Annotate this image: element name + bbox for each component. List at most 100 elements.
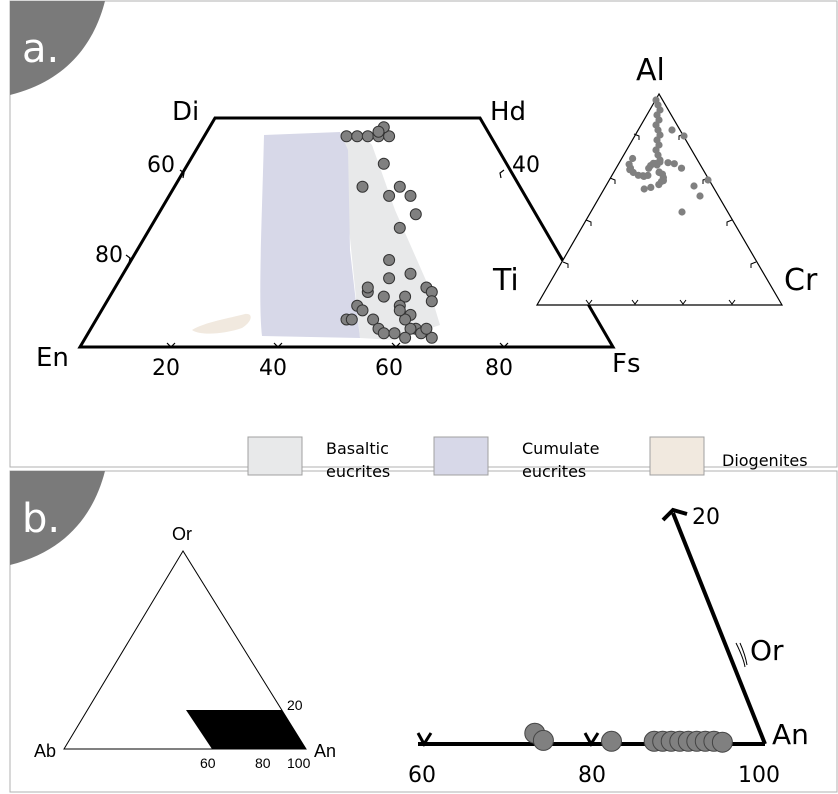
corner-label-fs: Fs [612, 349, 641, 379]
data-point [399, 290, 412, 303]
legend-swatch-diogenites [649, 436, 705, 476]
tick-mark [631, 299, 639, 305]
tick-label-an-100: 100 [287, 755, 311, 771]
legend-label-basaltic-2: eucrites [326, 462, 390, 481]
data-point [372, 125, 385, 138]
data-point [356, 180, 369, 193]
data-point [704, 176, 712, 184]
tick-mark [179, 169, 185, 179]
corner-label-cr: Cr [784, 263, 818, 298]
panel-a-tab [10, 1, 105, 95]
legend-label-basaltic-1: Basaltic [326, 439, 389, 458]
quad-data-points [340, 121, 438, 344]
diogenite-field [192, 313, 251, 334]
data-point [425, 295, 438, 308]
panel-b-frame [9, 470, 838, 793]
tick-mark [562, 261, 569, 268]
data-point [657, 177, 666, 186]
data-point [664, 159, 672, 167]
al-ti-cr-ternary: Al Ti Cr [492, 53, 818, 306]
legend-label-cumulate-1: Cumulate [522, 439, 599, 458]
corner-label-en: En [36, 343, 69, 373]
data-point [383, 130, 396, 143]
data-point [388, 327, 401, 340]
data-point [532, 729, 554, 751]
legend: Basaltic eucrites Cumulate eucrites Diog… [247, 436, 808, 481]
x-tick-label-80: 80 [578, 763, 606, 788]
corner-label-an: An [314, 741, 336, 761]
data-point [404, 267, 417, 280]
data-point [340, 130, 353, 143]
legend-label-cumulate-2: eucrites [522, 462, 586, 481]
tick-label-bottom-60: 60 [375, 356, 403, 381]
panel-a-frame [9, 0, 838, 468]
tick-mark [583, 732, 600, 747]
data-point [629, 154, 637, 163]
ternary-ticks [562, 133, 757, 305]
data-point [361, 281, 374, 294]
axis-tick-label-20: 20 [692, 505, 720, 530]
data-point [393, 304, 406, 317]
data-point [377, 327, 390, 340]
data-point [677, 164, 686, 172]
tick-mark [585, 299, 593, 305]
tick-label-bottom-40: 40 [259, 356, 287, 381]
al-ti-cr-triangle [535, 92, 784, 306]
data-point [680, 132, 688, 140]
data-point [393, 180, 406, 193]
tick-mark [166, 342, 176, 348]
panel-b-letter: b. [22, 496, 60, 542]
corner-label-di: Di [172, 97, 199, 127]
data-point [383, 272, 396, 285]
data-point [670, 160, 678, 168]
tick-mark [391, 342, 401, 348]
data-point [409, 208, 422, 221]
tick-mark [728, 299, 736, 305]
quad-ticks [125, 169, 509, 348]
tick-label-bottom-20: 20 [152, 356, 180, 381]
data-point [640, 185, 648, 193]
corner-label-hd: Hd [490, 97, 526, 127]
data-point [367, 313, 380, 326]
data-point [678, 208, 686, 216]
tick-mark [726, 219, 733, 226]
tick-label-bottom-80: 80 [485, 356, 513, 381]
data-point [601, 730, 622, 752]
legend-label-diogenites: Diogenites [722, 451, 808, 470]
data-point [361, 130, 374, 143]
corner-label-ab: Ab [34, 741, 56, 761]
zoom-data-points [524, 722, 733, 753]
data-point [425, 331, 438, 344]
corner-label-al: Al [636, 53, 665, 88]
tick-mark [750, 261, 757, 268]
data-point [383, 254, 396, 266]
x-tick-label-60: 60 [408, 763, 436, 788]
or-axis-arrow [661, 507, 688, 522]
tick-mark [416, 732, 433, 747]
tick-mark [679, 299, 687, 305]
cumulate-eucrite-field [260, 132, 360, 338]
tick-mark [125, 254, 131, 264]
data-point [399, 313, 412, 326]
tick-mark [633, 133, 640, 140]
ab-an-or-triangle [63, 550, 307, 750]
data-point [690, 182, 698, 190]
tick-mark [273, 342, 283, 348]
tick-mark [609, 177, 616, 184]
x-tick-label-100: 100 [738, 763, 780, 788]
or-axis-small-tick [735, 642, 746, 668]
corner-label-ti: Ti [492, 263, 519, 298]
data-point [404, 322, 417, 335]
tick-mark [499, 342, 509, 348]
data-point [711, 731, 733, 753]
end-label-an: An [772, 718, 809, 751]
plagioclase-zoom-plot: 60 80 100 An Or 20 [408, 505, 809, 788]
data-point [420, 322, 433, 335]
feldspar-ternary: Or Ab An 20 60 80 100 [34, 524, 336, 771]
legend-swatch-basaltic [247, 436, 303, 476]
tick-mark [499, 169, 505, 179]
plagioclase-zoom-box [186, 710, 306, 749]
data-point [696, 192, 704, 200]
